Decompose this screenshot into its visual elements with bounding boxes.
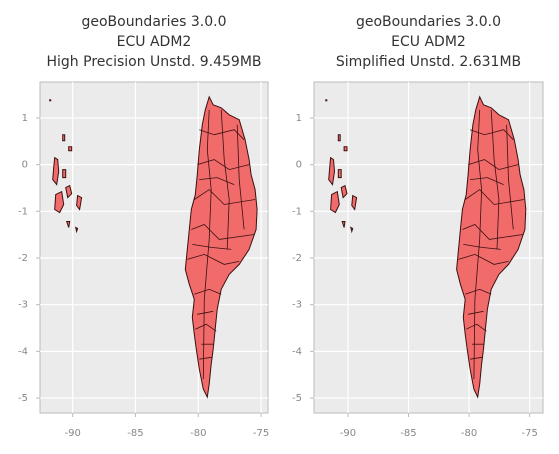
y-tick-label: 1 xyxy=(296,113,302,124)
island xyxy=(340,184,348,199)
island xyxy=(62,169,67,179)
y-tick-label: -3 xyxy=(292,300,302,311)
boundary xyxy=(199,129,245,140)
island xyxy=(54,190,65,214)
chart-title: High Precision Unstd. 9.459MB xyxy=(47,54,262,70)
boundary xyxy=(468,310,484,315)
y-tick-label: -4 xyxy=(18,346,28,357)
boundary xyxy=(236,124,245,230)
island xyxy=(52,156,60,186)
boundary xyxy=(466,323,487,332)
boundary xyxy=(220,109,230,250)
island xyxy=(66,221,71,228)
island xyxy=(65,184,73,199)
map-panel: geoBoundaries 3.0.0 ECU ADM2 Simplified Un… xyxy=(292,14,544,439)
x-tick-label: -85 xyxy=(127,428,143,439)
boundary xyxy=(464,189,524,205)
y-tick-label: -2 xyxy=(292,253,302,264)
chart-title: Simplified Unstd. 2.631MB xyxy=(336,54,521,70)
boundary xyxy=(191,224,255,240)
y-tick-label: -5 xyxy=(18,393,28,404)
chart-title: ECU ADM2 xyxy=(391,34,466,50)
y-tick-label: -2 xyxy=(18,253,28,264)
island xyxy=(337,134,341,142)
boundary xyxy=(192,244,232,250)
x-tick-label: -75 xyxy=(253,428,269,439)
y-tick-label: -4 xyxy=(292,346,302,357)
y-tick-label: -3 xyxy=(18,300,28,311)
boundary xyxy=(458,253,509,265)
y-tick-label: -1 xyxy=(292,206,302,217)
y-tick-label: 0 xyxy=(22,160,28,171)
x-tick-label: -85 xyxy=(400,428,416,439)
x-tick-label: -90 xyxy=(64,428,80,439)
boundary xyxy=(473,109,483,380)
boundary xyxy=(187,253,240,265)
boundary xyxy=(199,356,213,360)
boundary xyxy=(202,109,212,380)
island xyxy=(62,134,66,142)
boundary xyxy=(506,124,514,230)
y-tick-label: 1 xyxy=(22,113,28,124)
island xyxy=(68,146,73,152)
island xyxy=(49,99,52,102)
island xyxy=(328,156,336,186)
boundary xyxy=(194,189,256,205)
island xyxy=(337,169,342,179)
x-tick-label: -80 xyxy=(461,428,477,439)
x-tick-label: -90 xyxy=(340,428,356,439)
y-tick-label: -5 xyxy=(292,393,302,404)
island xyxy=(351,194,358,211)
island xyxy=(325,99,328,102)
x-tick-label: -80 xyxy=(190,428,206,439)
boundary xyxy=(462,224,523,240)
boundary xyxy=(465,288,492,295)
island xyxy=(76,194,83,211)
boundary xyxy=(467,159,519,171)
boundary xyxy=(197,310,214,315)
island xyxy=(343,146,348,152)
island xyxy=(74,226,79,234)
boundary xyxy=(490,109,500,250)
y-tick-label: 0 xyxy=(296,160,302,171)
boundary xyxy=(470,356,483,360)
boundary xyxy=(463,244,501,250)
chart-title: geoBoundaries 3.0.0 xyxy=(81,14,226,30)
map-panel: geoBoundaries 3.0.0 ECU ADM2 High Precisio… xyxy=(18,14,269,439)
island xyxy=(350,226,354,234)
boundary xyxy=(195,323,217,332)
island xyxy=(341,221,346,228)
boundary xyxy=(469,129,514,140)
chart-title: geoBoundaries 3.0.0 xyxy=(356,14,501,30)
y-tick-label: -1 xyxy=(18,206,28,217)
chart-title: ECU ADM2 xyxy=(117,34,192,50)
boundary xyxy=(197,159,250,171)
boundary xyxy=(194,288,222,295)
x-tick-label: -75 xyxy=(522,428,538,439)
island xyxy=(330,190,340,214)
boundary xyxy=(470,177,504,185)
boundary xyxy=(199,177,235,185)
